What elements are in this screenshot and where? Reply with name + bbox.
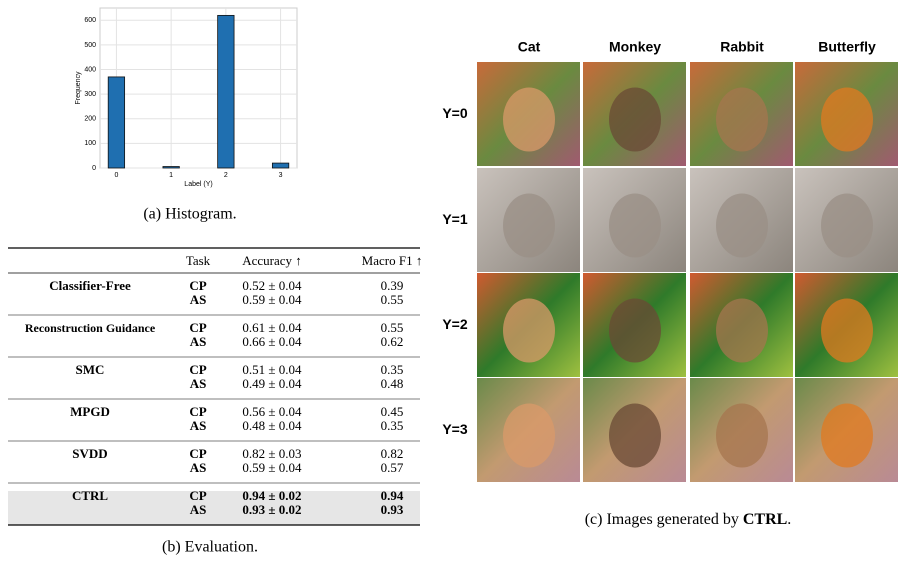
column-label: Rabbit xyxy=(720,39,764,55)
cell: 0.62 xyxy=(381,334,404,349)
subject xyxy=(716,403,768,468)
subject xyxy=(609,193,661,258)
caption-part: CTRL xyxy=(739,511,787,528)
bar xyxy=(217,14,235,169)
y-tick-label: 400 xyxy=(84,66,96,73)
cell: 0.55 xyxy=(381,292,404,307)
method: Classifier-Free xyxy=(49,278,131,293)
subject xyxy=(503,87,555,152)
bar xyxy=(271,162,290,169)
header-cell: Macro F1 ↑ xyxy=(362,253,423,268)
y-tick-label: 200 xyxy=(84,116,96,123)
y-axis-label: Frequency xyxy=(75,71,82,105)
cell: 0.94 ± 0.02 xyxy=(242,488,301,503)
cell: AS xyxy=(190,376,207,391)
cell: 0.66 ± 0.04 xyxy=(242,334,302,349)
subject xyxy=(609,87,661,152)
cell: 0.59 ± 0.04 xyxy=(242,460,302,475)
subject xyxy=(503,403,555,468)
subject xyxy=(503,298,555,363)
header-cell: Accuracy ↑ xyxy=(242,253,302,268)
cell: CP xyxy=(189,488,206,503)
cell: 0.35 xyxy=(381,362,404,377)
caption: (b) Evaluation. xyxy=(162,539,258,556)
y-tick-label: 100 xyxy=(84,140,96,147)
y-tick-label: 0 xyxy=(92,165,96,172)
cell: CP xyxy=(189,320,206,335)
column-label: Monkey xyxy=(609,39,661,55)
column-label: Butterfly xyxy=(818,39,876,55)
cell: 0.49 ± 0.04 xyxy=(242,376,302,391)
cell: AS xyxy=(190,292,207,307)
cell: 0.48 ± 0.04 xyxy=(242,418,302,433)
subject xyxy=(821,403,873,468)
cell: 0.48 xyxy=(381,376,404,391)
x-axis-label: Label (Y) xyxy=(184,181,212,188)
subject xyxy=(716,298,768,363)
cell: 0.56 ± 0.04 xyxy=(242,404,302,419)
cell: 0.94 xyxy=(381,488,404,503)
highlight xyxy=(8,491,420,525)
cell: 0.39 xyxy=(381,278,404,293)
x-tick-label: 1 xyxy=(169,172,173,179)
plot-area xyxy=(99,7,298,169)
x-tick-label: 3 xyxy=(279,172,283,179)
caption: (a) Histogram. xyxy=(143,206,236,223)
cell: AS xyxy=(190,460,207,475)
method: MPGD xyxy=(70,404,110,419)
cell: 0.82 xyxy=(381,446,404,461)
subject xyxy=(821,87,873,152)
cell: 0.55 xyxy=(381,320,404,335)
header-cell: Task xyxy=(186,253,211,268)
cell: 0.93 ± 0.02 xyxy=(242,502,301,517)
cell: 0.82 ± 0.03 xyxy=(242,446,301,461)
cell: 0.57 xyxy=(381,460,404,475)
method: SVDD xyxy=(72,446,107,461)
row-label: Y=0 xyxy=(442,105,468,121)
cell: 0.52 ± 0.04 xyxy=(242,278,302,293)
cell: 0.61 ± 0.04 xyxy=(242,320,302,335)
cell: CP xyxy=(189,446,206,461)
method: CTRL xyxy=(72,488,108,503)
row-label: Y=1 xyxy=(442,211,468,227)
column-label: Cat xyxy=(518,39,541,55)
cell: CP xyxy=(189,362,206,377)
method: Reconstruction Guidance xyxy=(25,321,156,335)
cell: 0.93 xyxy=(381,502,404,517)
cell: 0.35 xyxy=(381,418,404,433)
row-label: Y=3 xyxy=(442,421,468,437)
y-tick-label: 300 xyxy=(84,91,96,98)
subject xyxy=(609,403,661,468)
cell: CP xyxy=(189,278,206,293)
caption-part: . xyxy=(787,511,791,528)
y-tick-label: 500 xyxy=(84,42,96,49)
cell: AS xyxy=(190,502,207,517)
cell: CP xyxy=(189,404,206,419)
subject xyxy=(716,87,768,152)
subject xyxy=(716,193,768,258)
subject xyxy=(503,193,555,258)
y-tick-label: 600 xyxy=(84,17,96,24)
subject xyxy=(821,193,873,258)
bar xyxy=(107,76,126,169)
bar xyxy=(162,166,180,169)
subject xyxy=(821,298,873,363)
x-tick-label: 0 xyxy=(114,172,118,179)
cell: AS xyxy=(190,418,207,433)
cell: 0.45 xyxy=(381,404,404,419)
cell: AS xyxy=(190,334,207,349)
method: SMC xyxy=(76,362,105,377)
x-tick-label: 2 xyxy=(224,172,228,179)
cell: 0.59 ± 0.04 xyxy=(242,292,302,307)
subject xyxy=(609,298,661,363)
row-label: Y=2 xyxy=(442,316,468,332)
cell: 0.51 ± 0.04 xyxy=(242,362,302,377)
caption: (c) Images generated by CTRL. xyxy=(585,511,792,528)
caption-part: (c) Images generated by xyxy=(585,511,739,528)
